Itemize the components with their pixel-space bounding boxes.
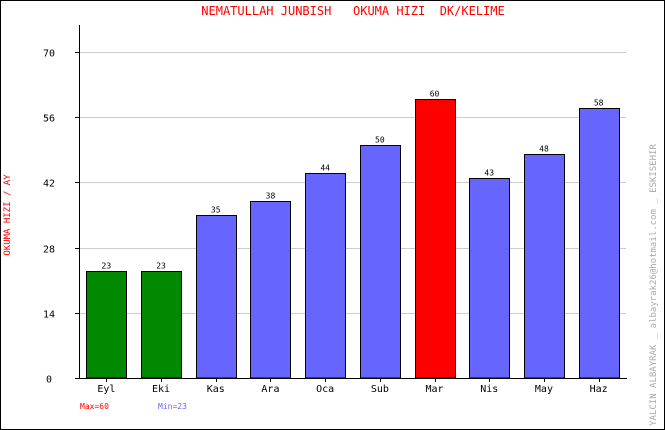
y-tick-label: 56	[43, 114, 55, 125]
y-tick-label: 28	[43, 245, 55, 256]
x-tick-label: Nis	[480, 384, 498, 395]
bar-sub	[360, 145, 401, 379]
x-tick-label: Sub	[371, 384, 389, 395]
data-label: 23	[102, 262, 112, 271]
bar-kas	[196, 215, 237, 379]
bar-nis	[469, 178, 510, 379]
bar-eyl	[86, 271, 127, 379]
data-label: 23	[156, 262, 166, 271]
data-label: 58	[594, 99, 604, 108]
y-tick-label: 42	[43, 179, 55, 190]
y-tick-label: 0	[46, 375, 52, 386]
data-label: 48	[539, 145, 549, 154]
bar-eki	[141, 271, 182, 379]
min-label: Min=23	[158, 402, 187, 411]
x-tick-label: Haz	[590, 384, 608, 395]
x-tick-label: Eyl	[97, 384, 115, 395]
data-label: 44	[320, 164, 330, 173]
bar-haz	[579, 108, 620, 379]
data-label: 35	[211, 206, 221, 215]
y-tick-label: 70	[43, 49, 55, 60]
bar-ara	[250, 201, 291, 379]
y-tick-label: 14	[43, 310, 55, 321]
author-note: YALCIN ALBAYRAK _ albayrak26@hotmail.com…	[649, 144, 659, 426]
chart-title: NEMATULLAH JUNBISH OKUMA HIZI DK/KELIME	[201, 4, 504, 18]
data-label: 50	[375, 136, 385, 145]
bar-may	[524, 154, 565, 379]
y-axis-label: OKUMA HIZI / AY	[3, 174, 13, 256]
data-label: 38	[266, 192, 276, 201]
bar-oca	[305, 173, 346, 379]
x-tick-label: Kas	[207, 384, 225, 395]
x-tick-label: Oca	[316, 384, 334, 395]
bar-mar	[415, 99, 456, 379]
max-label: Max=60	[80, 402, 109, 411]
data-label: 60	[430, 90, 440, 99]
x-tick-label: Mar	[426, 384, 444, 395]
x-tick-label: May	[535, 384, 553, 395]
data-label: 43	[484, 169, 494, 178]
x-tick-label: Eki	[152, 384, 170, 395]
x-tick-label: Ara	[261, 384, 279, 395]
